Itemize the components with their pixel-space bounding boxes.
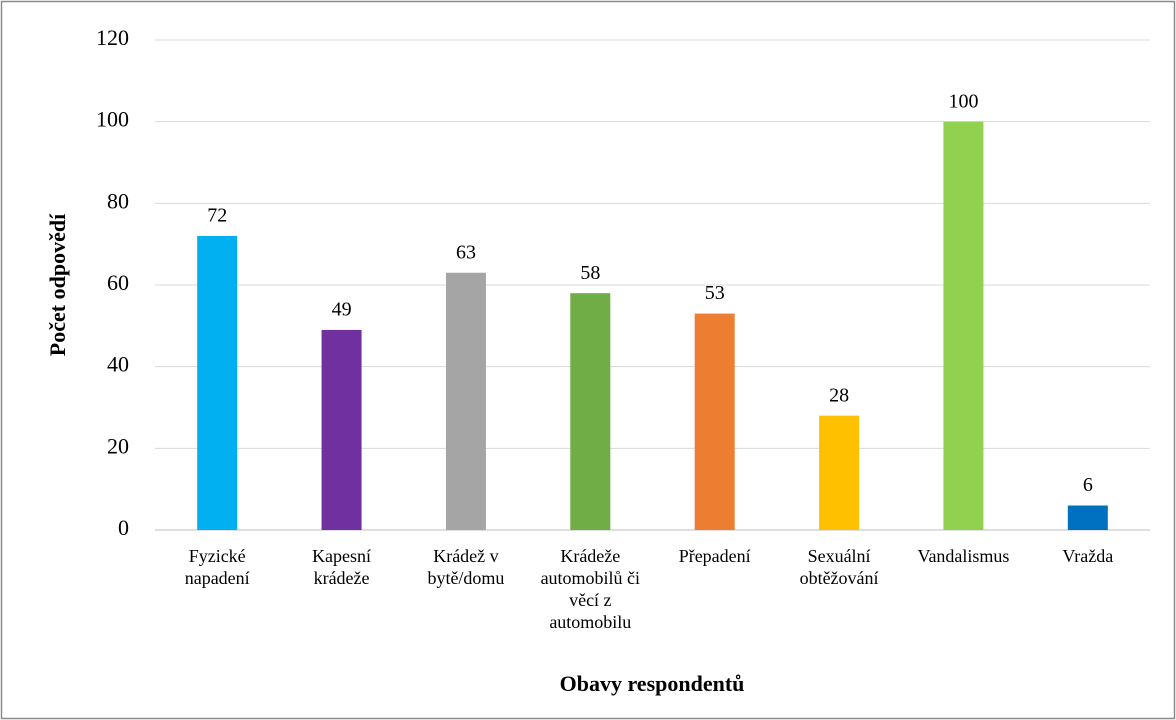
x-axis-title: Obavy respondentů [560,671,745,696]
data-label: 100 [948,90,978,112]
bar [445,272,486,530]
bar [943,121,984,531]
x-tick-label: Fyzické napadení [184,546,250,588]
x-tick-label: Krádeže automobilů či věcí z automobilu [540,546,641,632]
y-tick-label: 60 [107,270,129,295]
bar [321,329,362,530]
x-tick-label: Vandalismus [917,546,1010,566]
data-label: 6 [1083,474,1093,496]
x-tick-label: Přepadení [678,546,751,566]
bar [819,415,860,530]
x-tick-label: Kapesní krádeže [312,546,372,588]
x-tick-label: Krádež v bytě/domu [427,546,505,588]
data-label: 58 [580,262,600,284]
y-tick-label: 0 [118,515,129,540]
data-label: 49 [332,299,352,321]
bar [197,236,238,530]
data-label: 53 [705,282,725,304]
x-tick-label: Sexuální obtěžování [799,546,879,588]
data-label: 63 [456,241,476,263]
bar [694,313,735,530]
y-tick-label: 40 [107,352,129,377]
y-tick-label: 20 [107,433,129,458]
bar [570,293,611,530]
x-tick-label: Vražda [1062,546,1114,566]
y-axis-title: Počet odpovědí [45,213,70,356]
y-tick-label: 120 [96,25,129,50]
y-tick-label: 80 [107,188,129,213]
y-tick-label: 100 [96,107,129,132]
data-label: 72 [207,205,227,227]
data-label: 28 [829,384,849,406]
bar [1067,505,1108,530]
